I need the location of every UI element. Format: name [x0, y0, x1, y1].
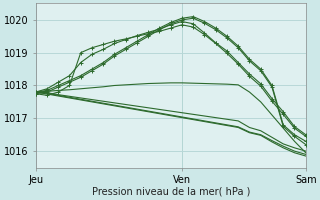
X-axis label: Pression niveau de la mer( hPa ): Pression niveau de la mer( hPa ) — [92, 187, 250, 197]
